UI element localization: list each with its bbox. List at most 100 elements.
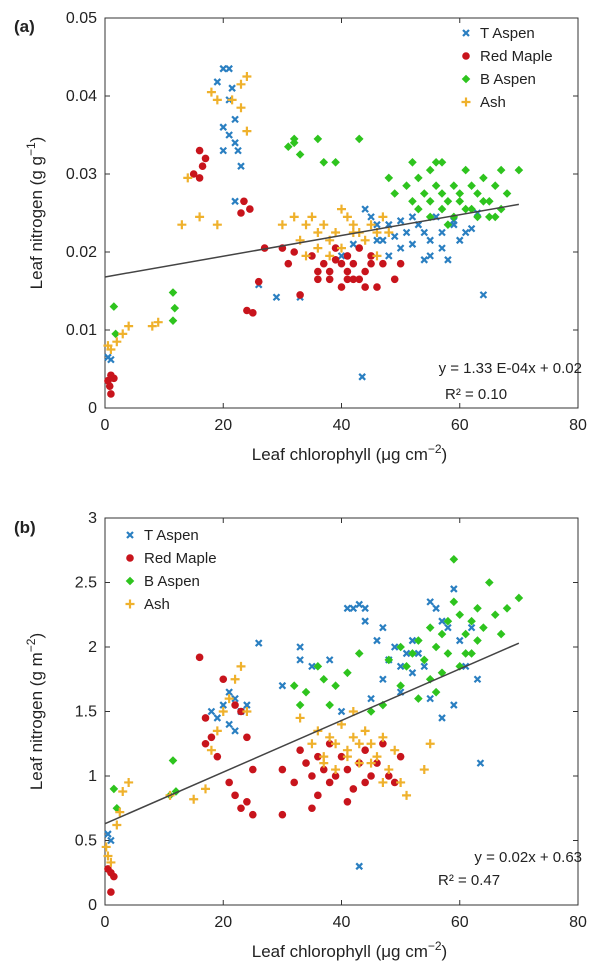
data-point [325,656,334,664]
y-axis-label-text: Leaf nitrogen (g g [27,156,46,289]
data-point [290,778,299,787]
data-point [396,244,405,252]
legend: T Aspen Red Maple B Aspen Ash [125,527,217,613]
data-point [496,165,506,175]
data-point [201,714,210,722]
legend-marker [462,52,470,60]
data-point [325,778,334,787]
data-point [367,259,375,268]
legend-label: Red Maple [144,550,217,567]
data-point [425,739,435,749]
data-point [408,213,417,221]
data-point [240,197,248,206]
data-point [331,765,341,775]
legend-marker [125,599,135,609]
data-point [455,189,465,198]
data-point [308,662,316,671]
panel-label: (a) [14,17,35,36]
data-point [219,64,228,73]
data-point [195,212,205,222]
series-red-maple [104,653,405,896]
data-point [378,732,388,742]
data-point [343,604,352,613]
data-point [431,687,441,697]
data-point [243,733,251,742]
data-point [295,700,305,710]
data-point [425,674,435,684]
data-point [307,739,317,749]
data-point [219,675,228,684]
data-point [331,772,340,780]
data-point [449,597,459,607]
data-point [396,681,405,690]
chart-panel-b: (b) 0 20 40 60 80 0 0.5 1 1.5 2 2.5 3 Leaf chlorophyl… [14,510,587,961]
data-point [314,752,322,761]
data-point [408,636,417,645]
data-point [361,267,369,276]
data-point [402,662,411,671]
data-point [112,337,122,347]
data-point [443,616,453,626]
data-point [467,623,476,632]
data-point [246,205,254,213]
data-point [206,745,216,755]
data-point [379,739,387,748]
data-point [367,694,375,703]
data-point [224,694,234,704]
data-point [198,162,207,170]
data-point [490,212,500,222]
data-point [189,794,199,804]
y-tick-label: 2 [88,639,97,656]
x-tick-label: 60 [451,914,469,931]
data-point [461,204,470,214]
series-t-aspen [104,585,485,871]
data-point [473,636,482,645]
data-point [366,758,376,768]
data-point [361,617,369,625]
data-point [502,604,512,613]
data-point [443,649,453,658]
data-point [231,791,239,800]
legend-marker [125,576,135,586]
data-point [373,636,381,645]
data-point [231,115,239,124]
data-point [219,701,228,709]
data-point [331,739,341,749]
data-point [449,554,459,564]
x-tick-label: 0 [101,417,110,434]
data-point [296,746,304,754]
fit-equation: y = 0.02x + 0.63 [474,849,582,866]
series-b-aspen [109,134,524,339]
data-point [390,232,399,241]
data-point [249,765,257,774]
y-tick-label: 0.5 [75,833,97,850]
data-point [301,220,311,230]
series-ash [101,661,435,867]
data-point [420,228,429,237]
data-point [473,675,482,684]
data-point [242,126,252,136]
data-point [355,275,364,284]
data-point [355,244,364,252]
data-point [337,252,346,260]
data-point [461,165,470,175]
data-point [301,687,311,697]
data-point [425,623,435,632]
data-point [426,694,434,703]
x-tick-label: 0 [101,914,110,931]
x-tick-label: 80 [569,417,587,434]
data-point [384,173,394,183]
data-point [225,720,233,729]
data-point [225,64,233,73]
data-point [384,655,394,665]
data-point [467,649,476,658]
data-point [201,784,211,794]
y-tick-label: 0.05 [66,10,97,27]
data-point [379,236,387,245]
data-point [234,146,242,155]
data-point [331,681,340,690]
regression-line [104,642,520,825]
data-point [360,726,370,736]
data-point [419,655,429,665]
